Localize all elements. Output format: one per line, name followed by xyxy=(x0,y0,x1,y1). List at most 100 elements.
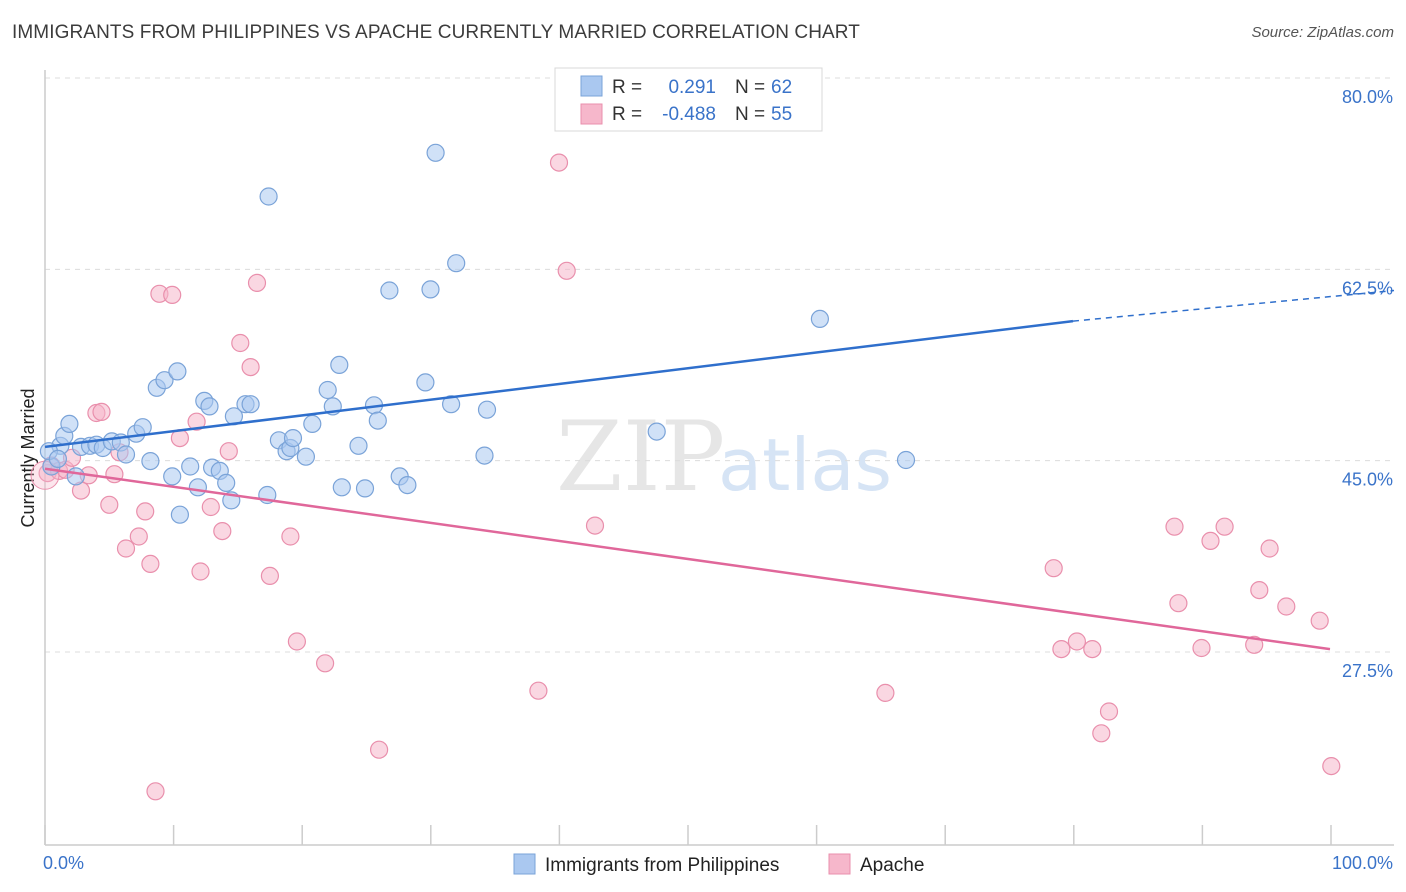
apache-point xyxy=(281,527,300,546)
apache-point xyxy=(876,683,895,703)
apache-point xyxy=(529,681,548,700)
philippines-point xyxy=(442,395,461,414)
apache-points xyxy=(30,153,1341,801)
philippines-point xyxy=(380,281,399,300)
apache-point xyxy=(1310,611,1329,630)
philippines-point xyxy=(368,411,387,430)
philippines-point xyxy=(332,478,351,497)
apache-point xyxy=(1169,594,1188,613)
philippines-point xyxy=(355,479,375,498)
watermark: ZIP atlas xyxy=(556,401,892,513)
apache-point xyxy=(201,497,220,517)
apache-point xyxy=(370,740,389,759)
legend-series: Immigrants from Philippines Apache xyxy=(513,853,924,876)
philippines-point xyxy=(188,478,207,497)
philippines-point xyxy=(896,450,916,470)
y-axis-title: Currently Married xyxy=(18,388,38,527)
philippines-point xyxy=(259,187,278,206)
y-axis-tick-labels: 27.5% 45.0% 62.5% 80.0% xyxy=(1342,87,1393,681)
apache-point xyxy=(1277,597,1296,616)
apache-point xyxy=(316,654,335,673)
apache-point xyxy=(141,554,160,574)
philippines-point xyxy=(48,449,68,468)
apache-point xyxy=(1250,580,1269,600)
apache-point xyxy=(549,153,569,172)
legend-blue-r-value: 0.291 xyxy=(668,77,716,98)
legend-philippines-swatch xyxy=(513,853,536,875)
apache-point xyxy=(287,632,306,651)
philippines-point xyxy=(398,476,417,495)
legend-pink-n-label: N = xyxy=(735,104,765,125)
philippines-point xyxy=(60,414,79,433)
philippines-point xyxy=(810,309,830,328)
apache-point xyxy=(1201,531,1220,551)
philippines-point xyxy=(66,467,85,486)
x-axis-ticks xyxy=(44,825,1332,845)
y-tick-label: 45.0% xyxy=(1342,470,1393,490)
philippines-point xyxy=(447,254,466,273)
philippines-trend-extension xyxy=(1072,289,1395,322)
philippines-point xyxy=(421,280,440,299)
apache-point xyxy=(92,402,111,421)
philippines-point xyxy=(416,373,435,392)
apache-point xyxy=(1083,639,1102,659)
watermark-zip: ZIP xyxy=(556,401,725,513)
apache-point xyxy=(213,521,232,541)
apache-point xyxy=(1192,638,1211,658)
y-tick-label: 62.5% xyxy=(1342,278,1393,298)
philippines-point xyxy=(170,505,189,524)
legend-stats: R = 0.291 N = 62 R = -0.488 N = 55 xyxy=(554,67,823,132)
apache-point xyxy=(136,502,155,521)
philippines-point xyxy=(283,429,303,448)
apache-point xyxy=(231,333,250,353)
y-tick-label: 80.0% xyxy=(1342,87,1393,107)
philippines-point xyxy=(155,371,174,390)
apache-point xyxy=(1322,756,1341,776)
apache-point xyxy=(1044,559,1063,578)
legend-philippines-label: Immigrants from Philippines xyxy=(545,855,779,876)
apache-point xyxy=(219,442,238,461)
philippines-point xyxy=(318,380,337,400)
apache-trend-line xyxy=(44,467,1331,651)
apache-point xyxy=(260,566,279,586)
apache-point xyxy=(1215,517,1234,536)
trend-lines xyxy=(44,289,1395,651)
philippines-point xyxy=(303,414,322,433)
apache-point xyxy=(1165,517,1184,536)
legend-pink-n-value: 55 xyxy=(771,104,792,125)
apache-point xyxy=(129,527,148,546)
philippines-point xyxy=(296,447,315,466)
philippines-point xyxy=(330,355,349,374)
apache-point xyxy=(1067,632,1087,651)
apache-point xyxy=(1260,539,1279,558)
watermark-atlas: atlas xyxy=(718,423,892,507)
legend-apache-label: Apache xyxy=(860,855,924,876)
philippines-point xyxy=(217,473,236,492)
apache-point xyxy=(1092,724,1111,743)
x-tick-label: 0.0% xyxy=(43,853,84,873)
philippines-point xyxy=(241,395,260,414)
philippines-point xyxy=(141,452,160,471)
philippines-point xyxy=(168,362,187,381)
legend-apache-swatch xyxy=(828,853,851,875)
apache-point xyxy=(116,539,136,558)
legend-blue-swatch xyxy=(580,75,603,97)
legend-blue-n-label: N = xyxy=(735,77,765,98)
apache-point xyxy=(191,562,210,581)
apache-point xyxy=(163,285,182,304)
apache-point xyxy=(100,495,119,514)
source-credit: Source: ZipAtlas.com xyxy=(1251,24,1394,41)
philippines-point xyxy=(163,467,182,486)
philippines-point xyxy=(200,397,219,416)
chart-title: IMMIGRANTS FROM PHILIPPINES VS APACHE CU… xyxy=(12,22,860,43)
apache-point xyxy=(585,516,605,535)
apache-point xyxy=(1245,635,1264,654)
apache-point xyxy=(241,358,260,377)
philippines-point xyxy=(116,445,136,464)
legend-pink-r-value: -0.488 xyxy=(662,104,716,125)
philippines-point xyxy=(647,422,666,441)
y-tick-label: 27.5% xyxy=(1342,661,1393,681)
philippines-point xyxy=(477,400,497,419)
legend-pink-swatch xyxy=(580,103,603,125)
